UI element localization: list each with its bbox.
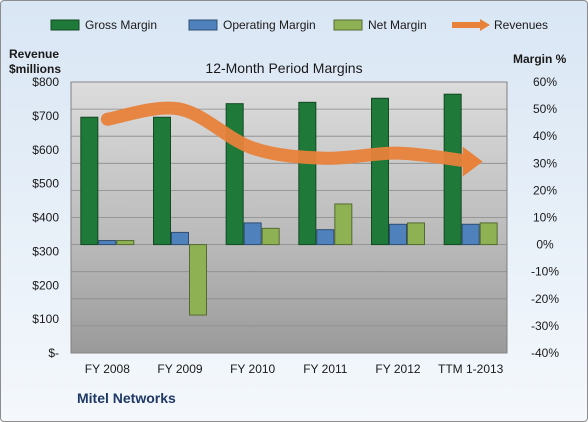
legend-swatch [333,19,363,31]
right-axis-title: Margin % [513,52,567,66]
right-tick-label: -30% [531,319,559,333]
bar-series [80,93,498,316]
left-tick-label: $400 [32,211,59,225]
right-tick-label: 20% [533,183,557,197]
right-tick-label: -40% [531,346,559,360]
bar-net-margin [116,240,135,246]
bar-gross-margin [80,116,99,246]
x-tick-label: FY 2011 [303,362,348,376]
bar-operating-margin [316,229,335,246]
x-tick-label: FY 2009 [157,362,202,376]
legend-label: Revenues [494,18,548,32]
left-axis-title-line1: Revenue [9,47,59,61]
bar-net-margin [407,222,425,246]
bar-gross-margin [225,103,244,246]
right-tick-label: -10% [531,265,559,279]
left-tick-label: $200 [32,278,59,292]
bar-gross-margin [443,93,462,246]
x-tick-label: FY 2012 [375,362,420,376]
left-axis-title-line2: $millions [9,62,61,76]
bar-operating-margin [461,223,480,246]
left-axis-ticks: $- $100 $200 $300 $400 $500 $600 $700 $800 [32,75,59,360]
right-tick-label: 10% [533,211,557,225]
right-tick-label: 30% [533,156,557,170]
chart-title: 12-Month Period Margins [205,60,362,76]
bar-net-margin [334,203,353,246]
bar-operating-margin [389,223,407,246]
bar-net-margin [189,244,207,316]
bar-gross-margin [371,97,389,246]
left-tick-label: $300 [32,244,59,258]
legend-label: Net Margin [368,18,427,32]
left-tick-label: $- [48,346,59,360]
right-axis-ticks: -40% -30% -20% -10% 0% 10% 20% 30% 40% 50% 60% [531,75,559,360]
revenue-line [100,101,483,177]
left-tick-label: $100 [32,312,59,326]
legend-swatch-arrow [480,19,490,31]
left-tick-label: $600 [32,143,59,157]
x-axis-ticks: FY 2008 FY 2009 FY 2010 FY 2011 FY 2012 TTM 1… [85,362,504,376]
left-tick-label: $800 [32,75,59,89]
legend-label: Operating Margin [223,18,316,32]
bar-gross-margin [153,116,171,246]
legend-label: Gross Margin [85,18,157,32]
bar-operating-margin [243,222,262,246]
company-name: Mitel Networks [77,390,176,406]
right-tick-label: 60% [533,75,557,89]
right-tick-label: 0% [536,238,554,252]
left-tick-label: $500 [32,177,59,191]
left-tick-label: $700 [32,109,59,123]
legend-swatch [50,19,80,31]
right-tick-label: -20% [531,292,559,306]
bar-net-margin [261,227,280,246]
x-tick-label: TTM 1-2013 [438,362,504,376]
bar-gross-margin [298,101,317,246]
x-tick-label: FY 2008 [85,362,130,376]
legend-swatch [188,19,218,31]
legend: Gross Margin Operating Margin Net Margin Re… [50,18,548,32]
bar-operating-margin [171,231,189,246]
right-tick-label: 40% [533,129,557,143]
bar-operating-margin [98,240,117,246]
right-tick-label: 50% [533,102,557,116]
revenue-arrowhead [462,146,483,177]
x-tick-label: FY 2010 [230,362,275,376]
bar-net-margin [479,222,498,246]
revenue-series-line [100,101,478,169]
